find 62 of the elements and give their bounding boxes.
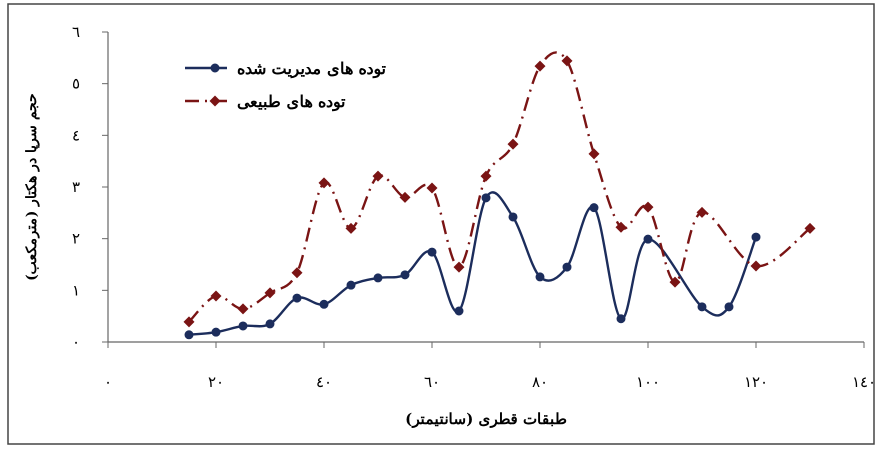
- y-tick-label: ٤: [72, 126, 80, 144]
- y-tick-label: ١: [72, 281, 80, 300]
- point: [588, 148, 600, 160]
- point: [696, 206, 708, 218]
- point: [804, 222, 816, 234]
- x-tick-label: ٢٠: [208, 373, 224, 391]
- point: [616, 314, 626, 324]
- y-tick-label: ٢: [72, 230, 80, 248]
- point: [238, 303, 248, 314]
- legend-label: توده های طبیعی: [237, 92, 346, 112]
- point: [590, 203, 598, 212]
- point: [562, 55, 572, 66]
- point: [426, 182, 438, 194]
- point: [428, 248, 436, 257]
- point: [750, 260, 762, 272]
- point: [372, 170, 384, 182]
- point: [562, 262, 572, 272]
- y-tick-label: ٠: [72, 333, 80, 351]
- x-tick-label: ١٤٠: [852, 373, 876, 391]
- point: [482, 193, 490, 202]
- x-tick-label: ٠: [104, 373, 112, 391]
- point: [644, 234, 652, 244]
- y-tick-label: ٥: [72, 74, 80, 93]
- point: [374, 273, 382, 282]
- point: [536, 272, 544, 282]
- point: [212, 328, 220, 337]
- y-tick-label: ٣: [72, 178, 80, 196]
- x-axis-title: طبقات قطری (سانتیمتر): [405, 410, 567, 428]
- point: [698, 302, 706, 312]
- point: [210, 290, 222, 302]
- point: [184, 316, 194, 328]
- point: [346, 222, 356, 234]
- y-tick-label: ٦: [72, 23, 80, 41]
- point: [266, 319, 274, 328]
- point: [346, 280, 356, 290]
- point: [534, 60, 546, 72]
- point: [264, 287, 276, 298]
- x-tick-label: ١٠٠: [636, 373, 660, 391]
- point: [508, 212, 518, 222]
- point: [670, 276, 680, 288]
- x-tick-label: ٦٠: [424, 373, 440, 391]
- point: [642, 202, 654, 213]
- x-tick-label: ٤٠: [316, 373, 332, 391]
- point: [320, 300, 328, 309]
- point: [616, 222, 626, 233]
- x-tick-label: ١٢٠: [744, 373, 768, 391]
- point: [184, 330, 194, 340]
- point: [480, 170, 492, 182]
- point: [454, 262, 464, 273]
- point: [400, 270, 410, 280]
- point: [400, 192, 410, 203]
- point: [724, 302, 734, 312]
- point: [318, 177, 330, 188]
- point: [292, 267, 302, 278]
- point: [752, 232, 760, 242]
- point: [508, 138, 518, 150]
- point: [292, 294, 302, 303]
- y-axis-title: حجم سرپا در هکتار (مترمکعب): [24, 93, 40, 281]
- point: [238, 321, 248, 330]
- x-tick-label: ٨٠: [532, 373, 548, 391]
- legend-label: توده های مدیریت شده: [237, 59, 387, 79]
- point: [454, 306, 464, 316]
